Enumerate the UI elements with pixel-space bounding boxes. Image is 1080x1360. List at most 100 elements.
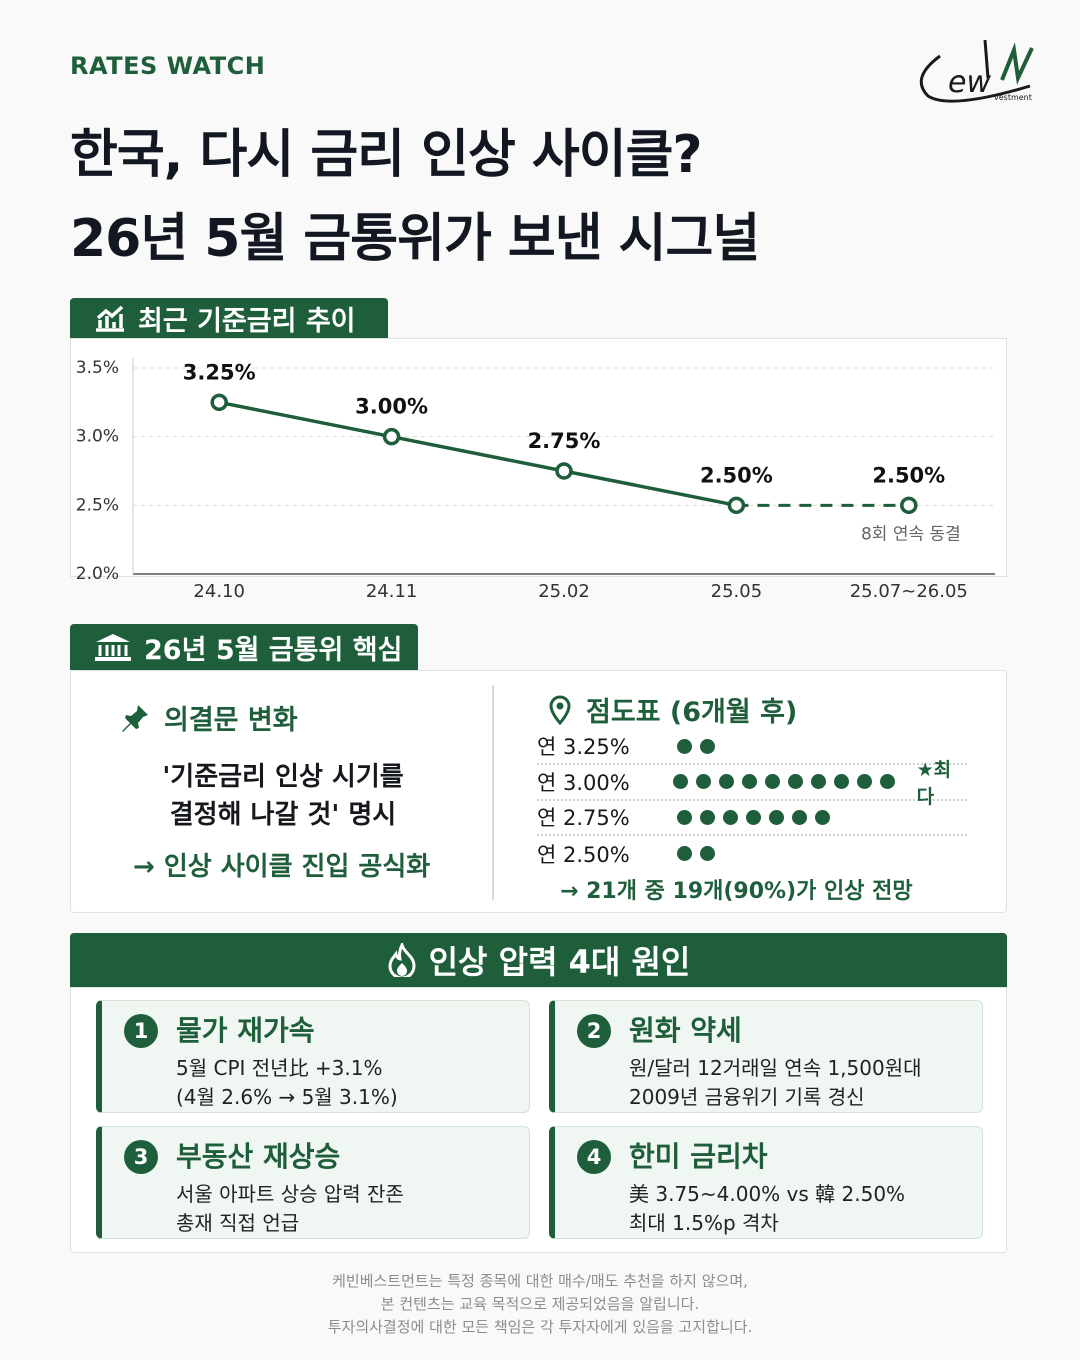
cause-title: 물가 재가속 — [176, 1014, 315, 1047]
dot — [718, 774, 734, 789]
y-tick-label: 3.0% — [76, 427, 119, 447]
dot — [672, 774, 688, 789]
bank-icon — [95, 634, 131, 661]
row-label: 연 2.75% — [537, 806, 630, 830]
cause-number: 2 — [577, 1014, 611, 1048]
cause-title: 부동산 재상승 — [176, 1140, 341, 1173]
y-tick-label: 2.5% — [76, 495, 119, 515]
logo-letters: ew — [948, 65, 991, 100]
dot-group — [672, 774, 903, 789]
section-tab: 최근 기준금리 추이 — [70, 298, 388, 338]
y-tick-label: 3.5% — [76, 358, 119, 378]
x-tick-label: 24.11 — [366, 581, 418, 602]
dot — [677, 846, 692, 861]
value-label: 2.75% — [528, 429, 601, 453]
cause-card: 4 한미 금리차 美 3.75~4.00% vs 韓 2.50% 최대 1.5%… — [549, 1126, 983, 1239]
section-title: 26년 5월 금통위 핵심 — [144, 634, 403, 666]
disclaimer-line: 투자의사결정에 대한 모든 책임은 각 투자자에게 있음을 고지합니다. — [327, 1318, 753, 1336]
cause-line: (4월 2.6% → 5월 3.1%) — [176, 1085, 398, 1109]
dotplot-heading: 점도표 (6개월 후) — [548, 690, 797, 729]
row-label: 연 2.50% — [537, 842, 630, 867]
cause-line: 총재 직접 언급 — [176, 1211, 300, 1235]
point — [727, 496, 746, 515]
fomc-box — [70, 670, 1007, 913]
fire-icon — [388, 943, 416, 977]
dot — [746, 809, 761, 825]
rate-line — [218, 400, 737, 508]
dotplot-row: 연 3.00% ★최다 — [537, 759, 967, 808]
dot — [879, 774, 895, 789]
kicker: RATES WATCH — [70, 52, 266, 80]
chart-frame — [70, 338, 1007, 577]
dot — [769, 809, 784, 825]
statement-heading: 의결문 변화 — [120, 698, 298, 737]
dot — [741, 774, 757, 789]
disclaimer-line: 본 컨텐츠는 교육 목적으로 제공되었음을 알립니다. — [380, 1295, 700, 1313]
point — [382, 427, 401, 446]
causes-banner: 인상 압력 4대 원인 — [70, 933, 1007, 987]
row-note: ★최다 — [916, 758, 952, 808]
value-label: 3.25% — [183, 360, 256, 384]
cause-line: 美 3.75~4.00% vs 韓 2.50% — [629, 1182, 906, 1206]
dot — [815, 809, 830, 825]
cause-title: 한미 금리차 — [629, 1140, 768, 1173]
dot-group — [677, 738, 723, 754]
dot — [787, 774, 803, 789]
title-line: 한국, 다시 금리 인상 사이클? — [70, 125, 703, 185]
dotplot-row: 연 3.25% — [537, 729, 967, 765]
logo-sub: vestment — [994, 93, 1032, 102]
section-title: 최근 기준금리 추이 — [138, 305, 356, 337]
cause-line: 5월 CPI 전년比 +3.1% — [176, 1056, 383, 1080]
dot — [856, 774, 872, 789]
cause-title: 원화 약세 — [629, 1014, 742, 1047]
quote-line: '기준금리 인상 시기를 — [162, 762, 404, 792]
cause-line: 서울 아파트 상승 압력 잔존 — [176, 1182, 404, 1206]
cause-line: 2009년 금융위기 기록 경신 — [629, 1085, 865, 1109]
row-label: 연 3.25% — [537, 735, 630, 759]
x-tick-label: 25.05 — [711, 581, 763, 602]
location-icon — [549, 694, 571, 725]
x-tick-label: 24.10 — [193, 581, 245, 602]
row-label: 연 3.00% — [537, 770, 630, 795]
point — [555, 462, 573, 480]
disclaimer-line: 케빈베스트먼트는 특정 종목에 대한 매수/매도 추천을 하지 않으며, — [332, 1272, 748, 1290]
dot-group — [677, 809, 838, 825]
dot — [677, 738, 692, 754]
section-tab: 26년 5월 금통위 핵심 — [70, 624, 418, 670]
cause-number: 1 — [124, 1014, 158, 1048]
value-label: 2.50% — [700, 463, 773, 487]
cause-line: 원/달러 12거래일 연속 1,500원대 — [629, 1056, 922, 1080]
quote-line: 결정해 나갈 것' 명시 — [169, 800, 397, 830]
chart-icon — [96, 305, 124, 332]
dot — [833, 774, 849, 789]
cause-card: 2 원화 약세 원/달러 12거래일 연속 1,500원대 2009년 금융위기… — [549, 1000, 983, 1113]
dot-group — [677, 846, 723, 861]
dotplot-summary: → 21개 중 19개(90%)가 인상 전망 — [560, 879, 913, 904]
point — [900, 496, 918, 515]
causes-title: 인상 압력 4대 원인 — [428, 943, 691, 981]
statement-conclusion: → 인상 사이클 진입 공식화 — [133, 852, 431, 882]
dotplot-row: 연 2.50% — [537, 836, 967, 872]
x-tick-label: 25.02 — [538, 581, 590, 602]
rate-chart: 2.0% 2.5% 3.0% 3.5% 3.25% 24.10 3.00% 24.11 2.75… — [70, 338, 1007, 602]
dot — [810, 774, 826, 789]
cause-number: 3 — [124, 1140, 158, 1174]
dot — [700, 846, 715, 861]
divider — [492, 685, 494, 900]
y-tick-label: 2.0% — [76, 564, 119, 584]
dot — [700, 809, 715, 825]
statement-title: 의결문 변화 — [164, 705, 298, 736]
cause-line: 최대 1.5%p 격차 — [629, 1211, 779, 1235]
pin-icon — [122, 704, 148, 732]
title-line: 26년 5월 금통위가 보낸 시그널 — [70, 209, 760, 269]
value-label: 3.00% — [355, 395, 428, 419]
dot — [695, 774, 711, 789]
dotplot-title: 점도표 (6개월 후) — [586, 697, 798, 728]
cause-card: 1 물가 재가속 5월 CPI 전년比 +3.1% (4월 2.6% → 5월 … — [96, 1000, 530, 1113]
logo: ew vestment — [919, 39, 1034, 103]
cause-card: 3 부동산 재상승 서울 아파트 상승 압력 잔존 총재 직접 언급 — [96, 1126, 530, 1239]
dotplot-row: 연 2.75% — [537, 800, 967, 836]
dot — [792, 809, 807, 825]
dot — [700, 738, 715, 754]
